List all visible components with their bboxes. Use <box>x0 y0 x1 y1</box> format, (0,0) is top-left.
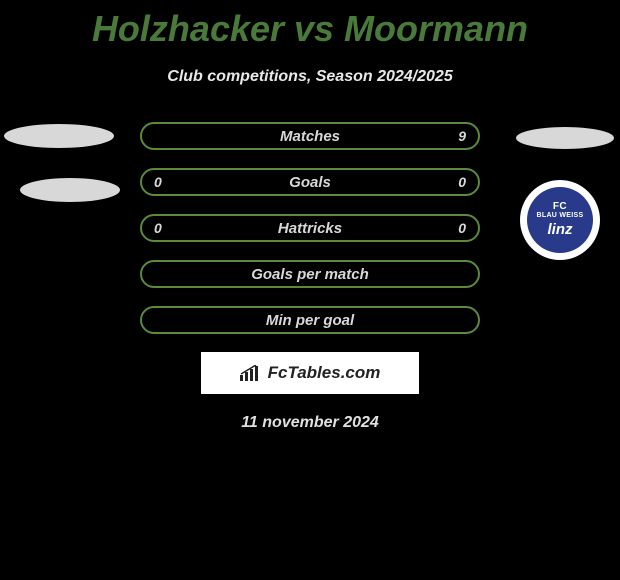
chart-icon <box>240 365 262 381</box>
stat-value-right: 0 <box>456 220 466 236</box>
table-row: 0 Goals 0 <box>140 168 480 196</box>
stat-label: Goals <box>289 174 331 191</box>
table-row: Matches 9 <box>140 122 480 150</box>
footer-brand-box: FcTables.com <box>201 352 419 394</box>
stat-value-left: 0 <box>154 220 164 236</box>
decor-ellipse-top-left <box>4 124 114 148</box>
club-badge: FC BLAU WEISS linz <box>520 180 600 260</box>
badge-line-2: BLAU WEISS <box>537 212 584 220</box>
table-row: Min per goal <box>140 306 480 334</box>
club-badge-inner: FC BLAU WEISS linz <box>527 187 593 253</box>
page-title: Holzhacker vs Moormann <box>0 0 620 50</box>
table-row: Goals per match <box>140 260 480 288</box>
stat-label: Min per goal <box>266 312 354 329</box>
page-date: 11 november 2024 <box>0 414 620 432</box>
decor-ellipse-bottom-left <box>20 178 120 202</box>
badge-line-3: linz <box>548 222 573 239</box>
badge-line-1: FC <box>553 201 567 212</box>
stat-value-right: 0 <box>456 174 466 190</box>
stat-label: Goals per match <box>251 266 369 283</box>
page-subtitle: Club competitions, Season 2024/2025 <box>0 68 620 86</box>
stat-label: Hattricks <box>278 220 342 237</box>
decor-ellipse-top-right <box>516 127 614 149</box>
table-row: 0 Hattricks 0 <box>140 214 480 242</box>
stat-value-left: 0 <box>154 174 164 190</box>
stat-label: Matches <box>280 128 340 145</box>
stat-value-right: 9 <box>456 128 466 144</box>
footer-brand-text: FcTables.com <box>268 363 381 383</box>
